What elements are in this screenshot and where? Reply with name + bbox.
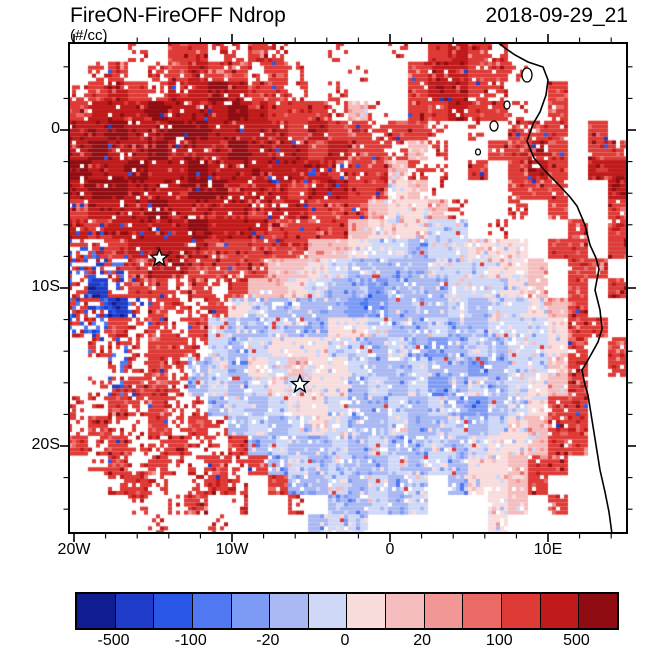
colorbar-labels: -500 -100 -20 0 20 100 500 xyxy=(75,632,615,652)
colorbar-tick-label: 0 xyxy=(340,632,350,649)
colorbar-box xyxy=(269,594,308,628)
colorbar-box xyxy=(501,594,540,628)
colorbar-tick-label: -500 xyxy=(97,632,130,649)
colorbar-box xyxy=(385,594,424,628)
colorbar-tick-label: -20 xyxy=(256,632,280,649)
colorbar-box xyxy=(462,594,502,628)
colorbar-tick-label: 20 xyxy=(413,632,432,649)
colorbar-box xyxy=(346,594,386,628)
y-tick-label: 10S xyxy=(31,278,60,295)
colorbar-box xyxy=(191,594,231,628)
x-tick-label: 0 xyxy=(385,541,395,558)
y-tick-label: 0 xyxy=(51,120,60,137)
units-label: (#/cc) xyxy=(70,27,108,44)
x-tick-label: 10W xyxy=(215,541,249,558)
plot-title: FireON-FireOFF Ndrop xyxy=(70,4,286,27)
colorbar-tick-label: 500 xyxy=(563,632,590,649)
colorbar-box xyxy=(230,594,270,628)
colorbar-box xyxy=(77,594,115,628)
x-tick-label: 20W xyxy=(57,541,91,558)
colorbar-tick-label: -100 xyxy=(174,632,207,649)
x-tick-label: 10E xyxy=(533,541,563,558)
colorbar-box xyxy=(423,594,463,628)
colorbar xyxy=(75,592,619,630)
y-tick-label: 20S xyxy=(31,436,60,453)
plot-timestamp: 2018-09-29_21 xyxy=(485,4,628,27)
colorbar-box xyxy=(114,594,154,628)
colorbar-box xyxy=(307,594,347,628)
colorbar-box xyxy=(153,594,192,628)
plot-frame xyxy=(68,42,628,534)
colorbar-box xyxy=(539,594,579,628)
colorbar-box xyxy=(578,594,617,628)
colorbar-tick-label: 100 xyxy=(485,632,513,649)
